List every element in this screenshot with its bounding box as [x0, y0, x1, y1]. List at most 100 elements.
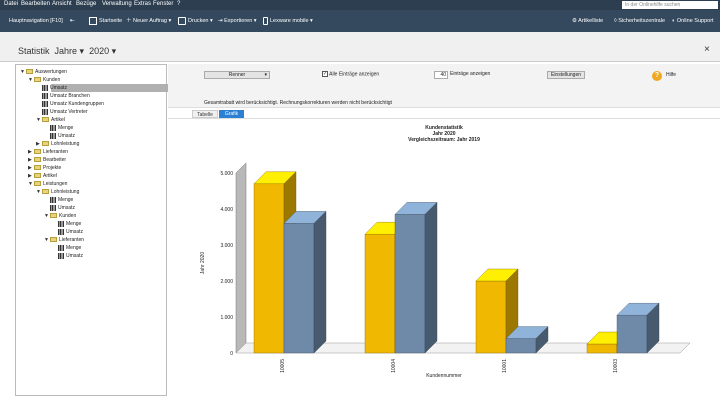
tree-item[interactable]: Menge	[44, 196, 73, 204]
year-selector[interactable]: 2020	[89, 46, 110, 56]
expand-down-icon[interactable]: ▼	[36, 117, 41, 123]
startseite-button[interactable]: Startseite	[89, 16, 122, 26]
x-tick-label: 10005	[280, 359, 286, 373]
einstellungen-button[interactable]: Einstellungen	[547, 71, 585, 79]
artikelliste-button[interactable]: ⚙ Artikelliste	[572, 16, 603, 26]
plus-icon: ＋	[126, 18, 132, 24]
alle-eintraege-checkbox[interactable]: ✓ Alle Einträge anzeigen	[322, 71, 379, 78]
tree-item[interactable]: Menge	[44, 124, 73, 132]
chart-bar-side	[535, 326, 549, 354]
search-input[interactable]: In der Onlinehilfe suchen	[622, 1, 718, 9]
help-icon[interactable]: ?	[652, 71, 662, 81]
expand-right-icon[interactable]: ▶	[28, 173, 32, 179]
tree-item[interactable]: ▼ Auswertungen	[20, 68, 67, 76]
tree-item[interactable]: ▼ Artikel	[36, 116, 65, 124]
sicherheitszentrale-button[interactable]: ◊ Sicherheitszentrale	[614, 16, 665, 26]
report-icon	[50, 132, 56, 139]
tree-item-label: Umsatz Branchen	[50, 93, 90, 99]
tree-item-label: Umsatz Kundengruppen	[50, 101, 104, 107]
renner-label: Renner	[228, 72, 246, 78]
tree-item-label: Umsatz	[58, 205, 75, 211]
lexware-mobile-button[interactable]: Lexware mobile ▾	[263, 16, 313, 26]
expand-right-icon[interactable]: ▶	[28, 165, 32, 171]
tree-item-label: Umsatz	[50, 85, 67, 91]
menu-bezuege[interactable]: Bezüge	[76, 1, 97, 7]
drucken-button[interactable]: Drucken ▾	[178, 16, 213, 26]
tree-item[interactable]: Umsatz Vertreter	[36, 108, 88, 116]
expand-down-icon[interactable]: ▼	[28, 77, 33, 83]
tree-item[interactable]: Umsatz	[36, 84, 67, 92]
report-icon	[42, 84, 48, 91]
tree-item[interactable]: ▼ Leistungen	[28, 180, 67, 188]
tree-item[interactable]: Umsatz	[52, 252, 83, 260]
options-strip: Renner ▾ ✓ Alle Einträge anzeigen 40 Eint…	[168, 64, 720, 108]
chevron-down-icon: ▾	[264, 72, 267, 78]
expand-down-icon[interactable]: ▼	[20, 69, 25, 75]
expand-down-icon[interactable]: ▼	[28, 181, 33, 187]
title-bar: Statistik Jahre ▾ 2020 ▾ ×	[0, 32, 720, 62]
info-note: Gesamtrabatt wird berücksichtigt. Rechnu…	[204, 100, 392, 106]
menu-ansicht[interactable]: Ansicht	[52, 1, 72, 7]
tree-item[interactable]: ▼ Lohnleistung	[36, 188, 79, 196]
tree-item[interactable]: Menge	[52, 220, 81, 228]
report-icon	[58, 252, 64, 259]
page-title: Statistik Jahre ▾ 2020 ▾	[18, 46, 117, 56]
x-tick-label: 10003	[613, 359, 619, 373]
tree-item[interactable]: ▶ Lohnleistung	[36, 140, 79, 148]
eintraege-count-input[interactable]: 40	[434, 71, 448, 79]
y-tick-label: 3.000	[220, 243, 233, 249]
pin-icon[interactable]: ⇤	[70, 18, 75, 24]
expand-right-icon[interactable]: ▶	[28, 157, 32, 163]
menu-extras[interactable]: Extras	[134, 1, 152, 7]
tree-item[interactable]: Menge	[52, 244, 81, 252]
y-tick-label: 0	[230, 351, 233, 357]
menu-verwaltung[interactable]: Verwaltung	[102, 1, 132, 7]
expand-right-icon[interactable]: ▶	[28, 149, 32, 155]
report-icon	[50, 204, 56, 211]
tree-item[interactable]: Umsatz	[44, 204, 75, 212]
hauptnavigation-button[interactable]: Hauptnavigation [F10]	[9, 18, 63, 24]
expand-down-icon[interactable]: ▼	[44, 213, 49, 219]
hilfe-link[interactable]: Hilfe	[666, 72, 677, 78]
period-type-selector[interactable]: Jahre	[54, 46, 78, 56]
expand-right-icon[interactable]: ▶	[36, 141, 40, 147]
expand-down-icon[interactable]: ▼	[44, 237, 49, 243]
expand-down-icon[interactable]: ▼	[36, 189, 41, 195]
menu-fenster[interactable]: Fenster	[153, 1, 174, 7]
folder-icon	[34, 77, 41, 83]
report-icon	[58, 228, 64, 235]
exportieren-button[interactable]: ⇥ Exportieren ▾	[218, 18, 257, 24]
neuer-auftrag-button[interactable]: ＋ Neuer Auftrag ▾	[126, 18, 172, 24]
tree-item[interactable]: ▶ Projekte	[28, 164, 61, 172]
tab-grafik[interactable]: Grafik	[219, 110, 244, 118]
tree-item[interactable]: Umsatz	[52, 228, 83, 236]
menu-help[interactable]: ?	[177, 1, 181, 7]
chart-side-wall	[235, 162, 247, 354]
folder-icon	[42, 141, 49, 147]
menu-bearbeiten[interactable]: Bearbeiten	[21, 1, 51, 7]
tree-item[interactable]: ▶ Artikel	[28, 172, 57, 180]
tree-item[interactable]: ▼ Kunden	[28, 76, 60, 84]
neuer-auftrag-label: Neuer Auftrag	[133, 18, 167, 24]
close-icon[interactable]: ×	[704, 44, 710, 55]
tree-item-label: Projekte	[43, 165, 62, 171]
menu-datei[interactable]: Datei	[4, 1, 19, 7]
tree-item[interactable]: ▶ Lieferanten	[28, 148, 68, 156]
folder-icon	[26, 69, 33, 75]
tree-item[interactable]: ▼ Kunden	[44, 212, 76, 220]
mobile-icon	[263, 16, 268, 25]
tree-item[interactable]: ▶ Bearbeiter	[28, 156, 66, 164]
tree-item[interactable]: Umsatz Kundengruppen	[36, 100, 104, 108]
tree-item[interactable]: ▼ Lieferanten	[44, 236, 84, 244]
tree-item[interactable]: Umsatz Branchen	[36, 92, 90, 100]
renner-dropdown[interactable]: Renner ▾	[204, 71, 270, 79]
online-support-button[interactable]: ◐ Online Support	[672, 16, 714, 26]
y-tick-label: 5.000	[220, 171, 233, 177]
toolbar: Hauptnavigation [F10] ⇤ Startseite ＋ Neu…	[0, 10, 720, 32]
folder-icon	[34, 173, 41, 179]
chart-bar	[364, 233, 396, 354]
tree-item[interactable]: Umsatz	[44, 132, 75, 140]
lexware-mobile-label: Lexware mobile	[270, 18, 309, 24]
home-icon	[89, 16, 97, 25]
tab-tabelle[interactable]: Tabelle	[192, 110, 218, 118]
